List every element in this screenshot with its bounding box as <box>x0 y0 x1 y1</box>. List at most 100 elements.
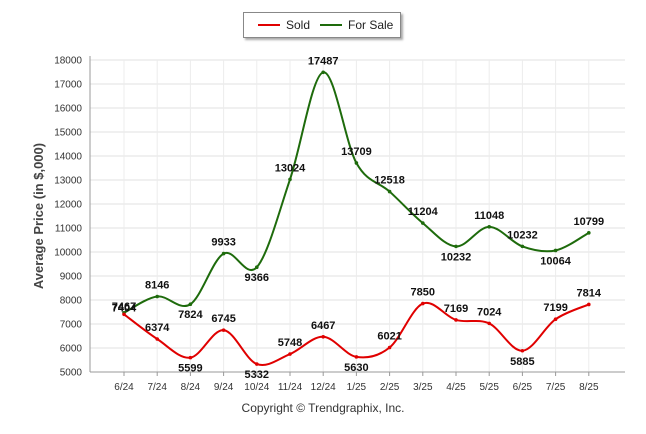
data-point-for-sale[interactable] <box>487 225 492 229</box>
data-point-for-sale[interactable] <box>321 70 326 75</box>
y-tick-label: 16000 <box>54 104 82 115</box>
data-point-sold[interactable] <box>354 355 359 359</box>
data-label-for-sale: 10799 <box>574 216 605 228</box>
data-point-for-sale[interactable] <box>254 265 259 270</box>
y-tick-label: 6000 <box>60 344 83 355</box>
data-point-sold[interactable] <box>487 321 492 326</box>
data-label-for-sale: 7467 <box>112 301 136 313</box>
legend-item-sold[interactable]: Sold <box>258 18 310 32</box>
x-tick-label: 6/24 <box>114 382 134 393</box>
y-tick-label: 14000 <box>54 152 82 163</box>
data-point-for-sale[interactable] <box>387 189 392 194</box>
x-tick-label: 10/24 <box>244 382 269 393</box>
data-label-sold: 6021 <box>377 330 401 342</box>
x-tick-label: 7/25 <box>546 382 566 393</box>
data-label-sold: 7199 <box>543 302 567 314</box>
data-point-for-sale[interactable] <box>520 244 525 249</box>
copyright-text: Copyright © Trendgraphix, Inc. <box>241 401 405 415</box>
data-label-for-sale: 12518 <box>374 175 405 187</box>
data-label-for-sale: 17487 <box>308 55 339 67</box>
data-point-for-sale[interactable] <box>421 221 425 225</box>
data-label-sold: 7169 <box>444 303 468 315</box>
x-tick-label: 4/25 <box>446 382 466 393</box>
data-point-sold[interactable] <box>421 301 425 306</box>
data-point-sold[interactable] <box>520 348 525 353</box>
data-point-for-sale[interactable] <box>553 248 558 253</box>
data-point-for-sale[interactable] <box>454 244 458 249</box>
y-tick-label: 12000 <box>54 200 82 211</box>
x-tick-label: 9/24 <box>214 382 234 393</box>
legend-swatch-sold <box>258 24 280 26</box>
data-point-for-sale[interactable] <box>188 302 193 307</box>
data-label-sold: 5599 <box>178 363 202 375</box>
y-tick-label: 11000 <box>55 224 83 235</box>
data-point-for-sale[interactable] <box>587 231 591 235</box>
data-point-sold[interactable] <box>387 345 392 350</box>
data-point-for-sale[interactable] <box>221 251 226 256</box>
x-tick-label: 2/25 <box>380 382 400 393</box>
data-label-for-sale: 10064 <box>540 255 571 267</box>
data-label-for-sale: 9933 <box>211 237 235 249</box>
x-tick-label: 1/25 <box>347 382 367 393</box>
data-label-for-sale: 9366 <box>245 272 269 284</box>
data-label-for-sale: 11048 <box>474 210 504 222</box>
legend-label-for-sale: For Sale <box>348 18 394 32</box>
y-axis-label: Average Price (in $,000) <box>31 143 46 289</box>
data-label-sold: 6374 <box>145 322 170 334</box>
x-tick-label: 11/24 <box>278 382 303 393</box>
y-tick-label: 18000 <box>54 56 82 67</box>
y-tick-label: 17000 <box>54 80 82 91</box>
x-tick-label: 3/25 <box>413 382 433 393</box>
data-point-for-sale[interactable] <box>288 177 292 182</box>
y-tick-label: 15000 <box>54 128 82 139</box>
x-tick-label: 7/24 <box>147 382 167 393</box>
data-point-sold[interactable] <box>254 362 259 366</box>
data-label-for-sale: 10232 <box>441 251 472 263</box>
data-label-for-sale: 11204 <box>408 206 439 218</box>
data-point-sold[interactable] <box>288 352 292 356</box>
series-line-for-sale <box>123 71 590 314</box>
y-tick-label: 7000 <box>60 320 83 331</box>
data-label-sold: 6467 <box>311 320 335 332</box>
data-label-sold: 5630 <box>344 362 368 374</box>
data-label-sold: 5748 <box>278 337 302 349</box>
legend-label-sold: Sold <box>286 18 311 32</box>
y-tick-label: 13000 <box>54 176 82 187</box>
data-point-sold[interactable] <box>221 328 226 332</box>
data-label-sold: 7814 <box>577 287 602 299</box>
x-tick-label: 12/24 <box>311 382 336 393</box>
data-point-sold[interactable] <box>587 302 591 307</box>
data-label-sold: 7404 <box>112 302 137 314</box>
data-point-sold[interactable] <box>321 334 326 339</box>
data-label-for-sale: 8146 <box>145 279 169 291</box>
data-point-for-sale[interactable] <box>155 294 159 299</box>
data-point-sold[interactable] <box>122 312 126 317</box>
data-label-for-sale: 7824 <box>178 309 203 321</box>
data-label-for-sale: 13024 <box>275 162 306 174</box>
x-tick-label: 8/25 <box>579 382 599 393</box>
y-tick-label: 9000 <box>60 272 83 283</box>
data-point-sold[interactable] <box>188 355 193 360</box>
data-label-sold: 7850 <box>411 287 435 299</box>
data-label-sold: 5332 <box>245 369 269 381</box>
y-tick-label: 5000 <box>60 368 83 379</box>
plot-area <box>90 60 625 372</box>
data-point-sold[interactable] <box>155 337 159 341</box>
x-tick-label: 8/24 <box>181 382 201 393</box>
legend-swatch-for-sale <box>320 24 342 26</box>
data-point-for-sale[interactable] <box>354 161 359 165</box>
chart-legend: Sold For Sale <box>243 12 401 38</box>
data-point-sold[interactable] <box>454 318 458 322</box>
data-point-sold[interactable] <box>553 317 558 322</box>
data-label-for-sale: 13709 <box>341 146 372 158</box>
y-tick-label: 10000 <box>54 248 82 259</box>
data-label-sold: 5885 <box>510 356 534 368</box>
legend-item-for-sale[interactable]: For Sale <box>320 18 393 32</box>
data-label-sold: 7024 <box>477 306 502 318</box>
y-tick-label: 8000 <box>60 296 83 307</box>
data-label-for-sale: 10232 <box>507 229 538 241</box>
x-tick-label: 5/25 <box>479 382 499 393</box>
data-label-sold: 6745 <box>211 313 235 325</box>
x-tick-label: 6/25 <box>513 382 533 393</box>
